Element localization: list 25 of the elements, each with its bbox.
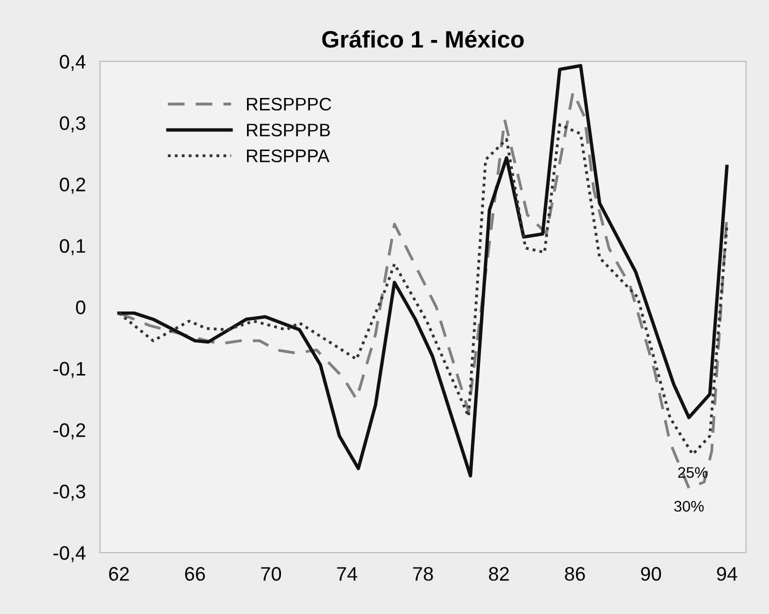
annotation: 25% xyxy=(678,467,708,478)
x-tick-label: 90 xyxy=(641,567,661,581)
line-series xyxy=(118,123,728,456)
x-tick-label: 86 xyxy=(564,567,585,581)
y-tick-label: 0,1 xyxy=(60,239,86,256)
x-tick-label: 66 xyxy=(185,567,205,581)
x-tick-label: 82 xyxy=(488,567,509,581)
y-tick-label: -0,1 xyxy=(53,362,86,378)
y-tick-label: 0,4 xyxy=(60,54,86,71)
y-tick-label: 0 xyxy=(76,300,86,314)
x-tick-label: 74 xyxy=(337,567,358,581)
legend-label: RESPPPA xyxy=(247,149,330,162)
annotation: 30% xyxy=(674,500,704,512)
x-tick-label: 78 xyxy=(413,567,433,581)
y-tick-label: -0,3 xyxy=(53,484,86,501)
chart-title: Gráfico 1 - México xyxy=(322,30,524,48)
legend-label: RESPPPC xyxy=(247,98,332,111)
y-tick-label: -0,2 xyxy=(53,423,86,440)
legend-label: RESPPPB xyxy=(247,124,330,136)
y-tick-label: 0,2 xyxy=(60,178,86,194)
x-tick-label: 94 xyxy=(717,567,738,581)
y-tick-label: 0,3 xyxy=(60,116,86,132)
y-tick-label: -0,4 xyxy=(53,546,86,562)
x-tick-label: 70 xyxy=(261,567,282,581)
x-tick-label: 62 xyxy=(109,567,129,581)
